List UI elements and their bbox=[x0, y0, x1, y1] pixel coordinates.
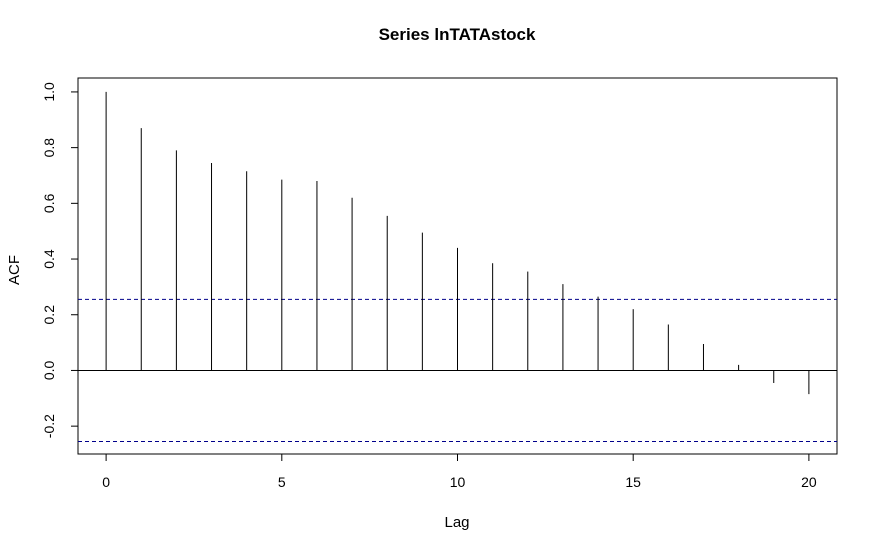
x-tick-label: 0 bbox=[102, 474, 110, 490]
y-tick-label: 0.6 bbox=[41, 193, 57, 213]
y-tick-label: 0.2 bbox=[41, 305, 57, 325]
y-tick-label: 0.4 bbox=[41, 249, 57, 269]
x-tick-label: 5 bbox=[278, 474, 286, 490]
chart-title: Series lnTATAstock bbox=[379, 25, 536, 44]
x-tick-label: 20 bbox=[801, 474, 817, 490]
x-tick-label: 10 bbox=[450, 474, 466, 490]
plot-area: 0 5 10 15 20 -0.2 0.0 0.2 0.4 0.6 0.8 1.0 bbox=[41, 77, 838, 490]
x-axis-label: Lag bbox=[444, 514, 469, 531]
y-tick-label: 0.0 bbox=[41, 361, 57, 381]
y-tick-label: -0.2 bbox=[41, 414, 57, 438]
y-axis-label: ACF bbox=[6, 255, 23, 285]
y-tick-label: 0.8 bbox=[41, 138, 57, 158]
y-tick-label: 1.0 bbox=[41, 82, 57, 102]
x-tick-label: 15 bbox=[625, 474, 641, 490]
